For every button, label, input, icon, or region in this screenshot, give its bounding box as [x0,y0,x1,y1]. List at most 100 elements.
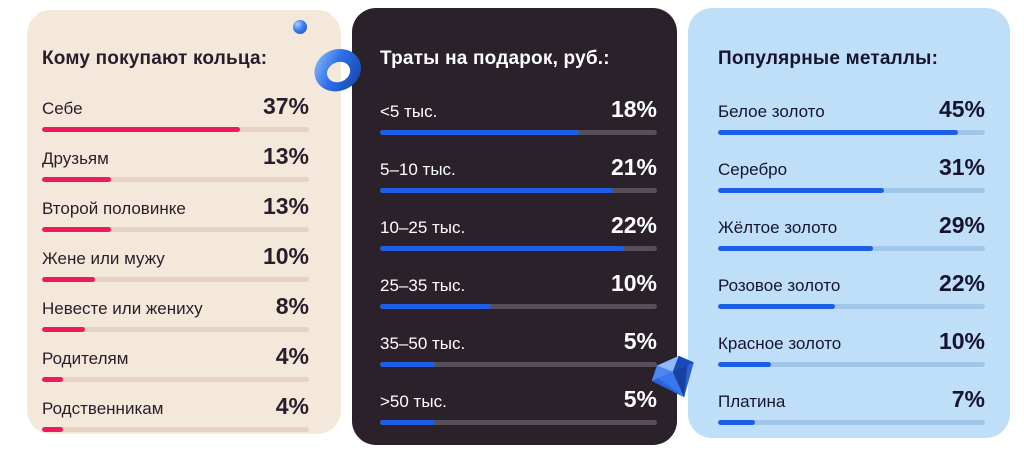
stat-value: 4% [275,393,309,419]
stat-label: Белое золото [718,102,825,121]
stat-row: Родителям 4% [42,343,309,382]
stat-bar-track [42,177,309,182]
stat-row: Жене или мужу 10% [42,243,309,282]
stat-row: >50 тыс. 5% [380,386,657,425]
stat-bar-track [42,377,309,382]
stat-value: 37% [262,93,309,119]
stat-bar-fill [718,304,836,309]
stat-rows: <5 тыс. 18% 5–10 тыс. 21% 10–25 тыс. 22% [380,96,657,425]
stat-bar-fill [718,246,873,251]
stat-value: 4% [275,343,309,369]
stat-bar-track [380,130,657,135]
stat-label: Платина [718,392,786,411]
panel-title: Траты на подарок, руб.: [380,48,610,69]
stat-bar-fill [718,188,884,193]
stat-row: 35–50 тыс. 5% [380,328,657,367]
stat-label: Красное золото [718,334,842,353]
panel-popular-metals: Популярные металлы: Белое золото 45% Сер… [688,8,1010,438]
stat-value: 18% [610,96,657,122]
stat-label: Жёлтое золото [718,218,838,237]
stat-bar-track [42,277,309,282]
stat-value: 22% [610,212,657,238]
stat-label: 35–50 тыс. [380,334,466,353]
stat-row: 5–10 тыс. 21% [380,154,657,193]
stat-value: 45% [938,96,985,122]
stat-label: >50 тыс. [380,392,447,411]
stat-label: 25–35 тыс. [380,276,466,295]
stat-row: Родственникам 4% [42,393,309,432]
stat-row: 25–35 тыс. 10% [380,270,657,309]
panel-ring-recipients: Кому покупают кольца: Себе 37% Друзьям 1… [27,10,341,434]
stat-bar-track [718,130,985,135]
panel-gift-spending: Траты на подарок, руб.: <5 тыс. 18% 5–10… [352,8,677,445]
stat-bar-track [718,246,985,251]
stat-bar-fill [42,427,64,432]
stat-bar-track [42,227,309,232]
stat-label: Невесте или жениху [42,299,203,318]
stat-bar-fill [42,127,240,132]
stat-bar-fill [380,246,624,251]
stat-value: 31% [938,154,985,180]
stat-value: 8% [275,293,309,319]
stat-bar-fill [380,130,580,135]
stat-label: Друзьям [42,149,109,168]
stat-bar-track [380,188,657,193]
stat-label: Родителям [42,349,129,368]
blue-diamond-icon [646,350,707,408]
stat-bar-track [380,362,657,367]
stat-bar-track [380,420,657,425]
panel-title: Популярные металлы: [718,48,939,69]
stat-value: 13% [262,143,309,169]
stat-label: Розовое золото [718,276,841,295]
blue-ring-icon [308,42,370,104]
stat-bar-fill [42,277,96,282]
stat-bar-fill [42,377,64,382]
stat-value: 10% [610,270,657,296]
stat-rows: Белое золото 45% Серебро 31% Жёлтое золо… [718,96,985,425]
stat-row: Серебро 31% [718,154,985,193]
stat-bar-track [718,362,985,367]
stat-row: Себе 37% [42,93,309,132]
stat-row: Невесте или жениху 8% [42,293,309,332]
stat-label: Жене или мужу [42,249,165,268]
stat-value: 5% [623,328,657,354]
stat-value: 22% [938,270,985,296]
blue-sphere-icon [293,20,307,34]
stat-row: Второй половинке 13% [42,193,309,232]
stat-bar-track [380,304,657,309]
stat-bar-fill [42,327,85,332]
stat-value: 29% [938,212,985,238]
stat-bar-fill [718,362,772,367]
stat-value: 10% [262,243,309,269]
stat-row: Друзьям 13% [42,143,309,182]
stat-label: 10–25 тыс. [380,218,466,237]
stat-value: 7% [951,386,985,412]
stat-label: <5 тыс. [380,102,438,121]
stat-bar-track [380,246,657,251]
stat-label: Родственникам [42,399,164,418]
stat-bar-fill [380,362,436,367]
stat-value: 5% [623,386,657,412]
stat-bar-fill [42,227,112,232]
stat-label: Себе [42,99,83,118]
stat-row: Красное золото 10% [718,328,985,367]
stat-bar-track [718,304,985,309]
stat-bar-fill [42,177,112,182]
stat-bar-fill [718,130,959,135]
stat-row: Жёлтое золото 29% [718,212,985,251]
stat-bar-track [718,188,985,193]
stat-bar-track [42,327,309,332]
stat-row: Розовое золото 22% [718,270,985,309]
stat-label: Серебро [718,160,788,179]
stat-label: 5–10 тыс. [380,160,456,179]
stat-row: <5 тыс. 18% [380,96,657,135]
stat-row: Белое золото 45% [718,96,985,135]
stat-bar-fill [380,188,613,193]
stat-bar-fill [380,304,491,309]
stat-bar-fill [380,420,436,425]
panel-title: Кому покупают кольца: [42,48,268,69]
stat-value: 13% [262,193,309,219]
stat-bar-track [42,427,309,432]
stat-value: 21% [610,154,657,180]
stat-label: Второй половинке [42,199,186,218]
